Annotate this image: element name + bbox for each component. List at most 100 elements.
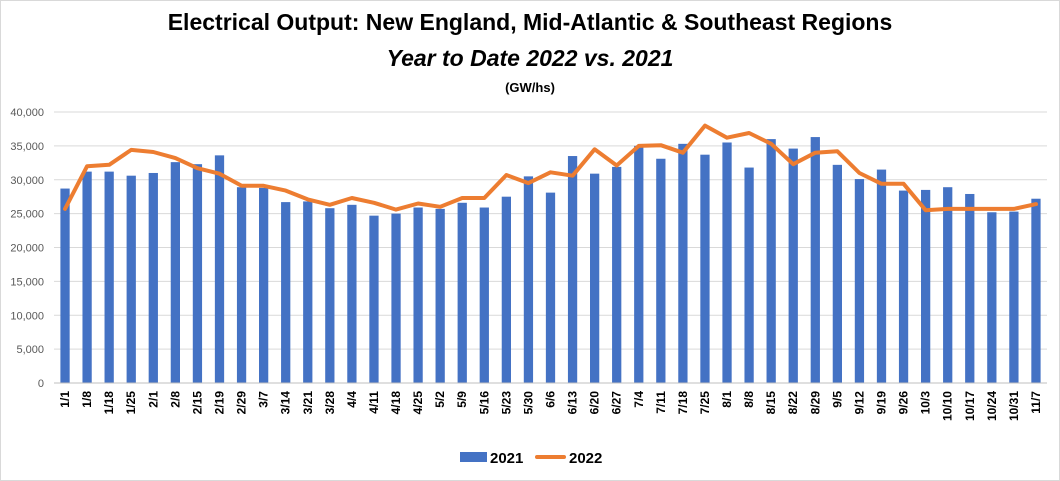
- bar-2021: [987, 212, 997, 383]
- bar-2021: [457, 202, 467, 383]
- point-2022: [151, 150, 155, 154]
- x-tick-label: 5/23: [499, 391, 513, 415]
- bar-2021: [722, 142, 732, 383]
- point-2022: [637, 144, 641, 148]
- point-2022: [813, 151, 817, 155]
- bar-2021: [943, 187, 953, 383]
- point-2022: [1012, 207, 1016, 211]
- bar-2021: [325, 208, 335, 383]
- legend-swatch-2021: [460, 452, 487, 462]
- bar-2021: [82, 171, 92, 383]
- point-2022: [526, 181, 530, 185]
- x-tick-label: 2/1: [146, 391, 160, 408]
- bar-2021: [413, 207, 423, 383]
- point-2022: [747, 131, 751, 135]
- x-tick-label: 5/16: [477, 391, 491, 415]
- point-2022: [85, 164, 89, 168]
- bar-2021: [965, 193, 975, 383]
- x-tick-label: 9/26: [897, 391, 911, 415]
- x-tick-label: 7/4: [632, 391, 646, 408]
- x-tick-label: 6/27: [610, 391, 624, 415]
- bar-2021: [60, 188, 70, 383]
- x-tick-label: 3/28: [323, 391, 337, 415]
- point-2022: [857, 171, 861, 175]
- x-tick-label: 5/9: [455, 391, 469, 408]
- x-tick-label: 3/21: [301, 391, 315, 415]
- x-tick-label: 5/2: [433, 391, 447, 408]
- bar-2021: [214, 155, 225, 383]
- x-tick-label: 9/12: [852, 391, 866, 415]
- bar-2021: [148, 172, 158, 383]
- x-tick-label: 4/4: [345, 391, 359, 408]
- x-tick-label: 2/19: [213, 391, 227, 415]
- chart-title: Electrical Output: New England, Mid-Atla…: [167, 9, 893, 35]
- y-tick-label: 15,000: [10, 276, 44, 288]
- y-tick-label: 30,000: [10, 175, 44, 187]
- x-tick-label: 2/29: [235, 391, 249, 415]
- bar-2021: [347, 204, 357, 383]
- bar-2021: [170, 162, 181, 383]
- chart-subtitle: Year to Date 2022 vs. 2021: [386, 45, 674, 71]
- point-2022: [129, 148, 133, 152]
- bar-2021: [920, 189, 931, 383]
- point-2022: [615, 164, 619, 168]
- bar-2021: [1031, 198, 1041, 383]
- bar-2021: [1009, 211, 1019, 383]
- point-2022: [968, 207, 972, 211]
- bar-2021: [435, 208, 445, 383]
- point-2022: [791, 162, 795, 166]
- x-tick-label: 2/15: [190, 391, 204, 415]
- bar-2021: [479, 207, 489, 383]
- bar-2021: [766, 139, 776, 383]
- x-tick-label: 8/1: [720, 391, 734, 408]
- x-tick-label: 3/14: [279, 391, 293, 415]
- x-tick-label: 3/7: [257, 391, 271, 408]
- point-2022: [681, 151, 685, 155]
- point-2022: [703, 124, 707, 128]
- point-2022: [946, 207, 950, 211]
- x-tick-label: 4/18: [389, 391, 403, 415]
- point-2022: [173, 156, 177, 160]
- point-2022: [1034, 202, 1038, 206]
- bar-2021: [258, 187, 269, 383]
- bar-2021: [854, 179, 865, 383]
- bar-2021: [634, 145, 644, 383]
- point-2022: [394, 208, 398, 212]
- point-2022: [990, 207, 994, 211]
- point-2022: [880, 182, 883, 186]
- bar-2021: [744, 167, 754, 383]
- bar-2021: [656, 158, 666, 383]
- point-2022: [328, 203, 332, 207]
- x-tick-label: 6/6: [544, 391, 558, 408]
- bar-2021: [281, 202, 291, 383]
- bar-2021: [876, 169, 887, 383]
- point-2022: [571, 174, 575, 178]
- point-2022: [504, 173, 508, 177]
- bar-2021: [898, 190, 909, 383]
- x-tick-label: 1/8: [80, 391, 94, 408]
- x-tick-label: 5/30: [521, 391, 535, 415]
- x-tick-label: 4/11: [367, 391, 381, 414]
- x-tick-label: 10/24: [985, 391, 999, 421]
- bar-2021: [391, 213, 401, 383]
- point-2022: [924, 208, 928, 212]
- point-2022: [769, 142, 773, 146]
- x-tick-label: 9/5: [830, 391, 844, 408]
- bar-2021: [589, 173, 600, 383]
- point-2022: [416, 201, 420, 205]
- legend-label-2022: 2022: [569, 450, 602, 467]
- point-2022: [659, 143, 663, 147]
- x-tick-label: 9/19: [875, 391, 889, 415]
- x-tick-label: 4/25: [411, 391, 425, 415]
- x-tick-label: 8/22: [786, 391, 800, 415]
- x-tick-label: 8/29: [808, 391, 822, 415]
- x-tick-label: 7/11: [654, 391, 668, 414]
- x-tick-label: 10/17: [963, 391, 977, 421]
- x-tick-label: 11/7: [1029, 391, 1043, 414]
- y-tick-label: 20,000: [10, 243, 44, 255]
- bar-2021: [104, 171, 114, 383]
- point-2022: [284, 189, 288, 193]
- y-tick-label: 5,000: [16, 344, 44, 356]
